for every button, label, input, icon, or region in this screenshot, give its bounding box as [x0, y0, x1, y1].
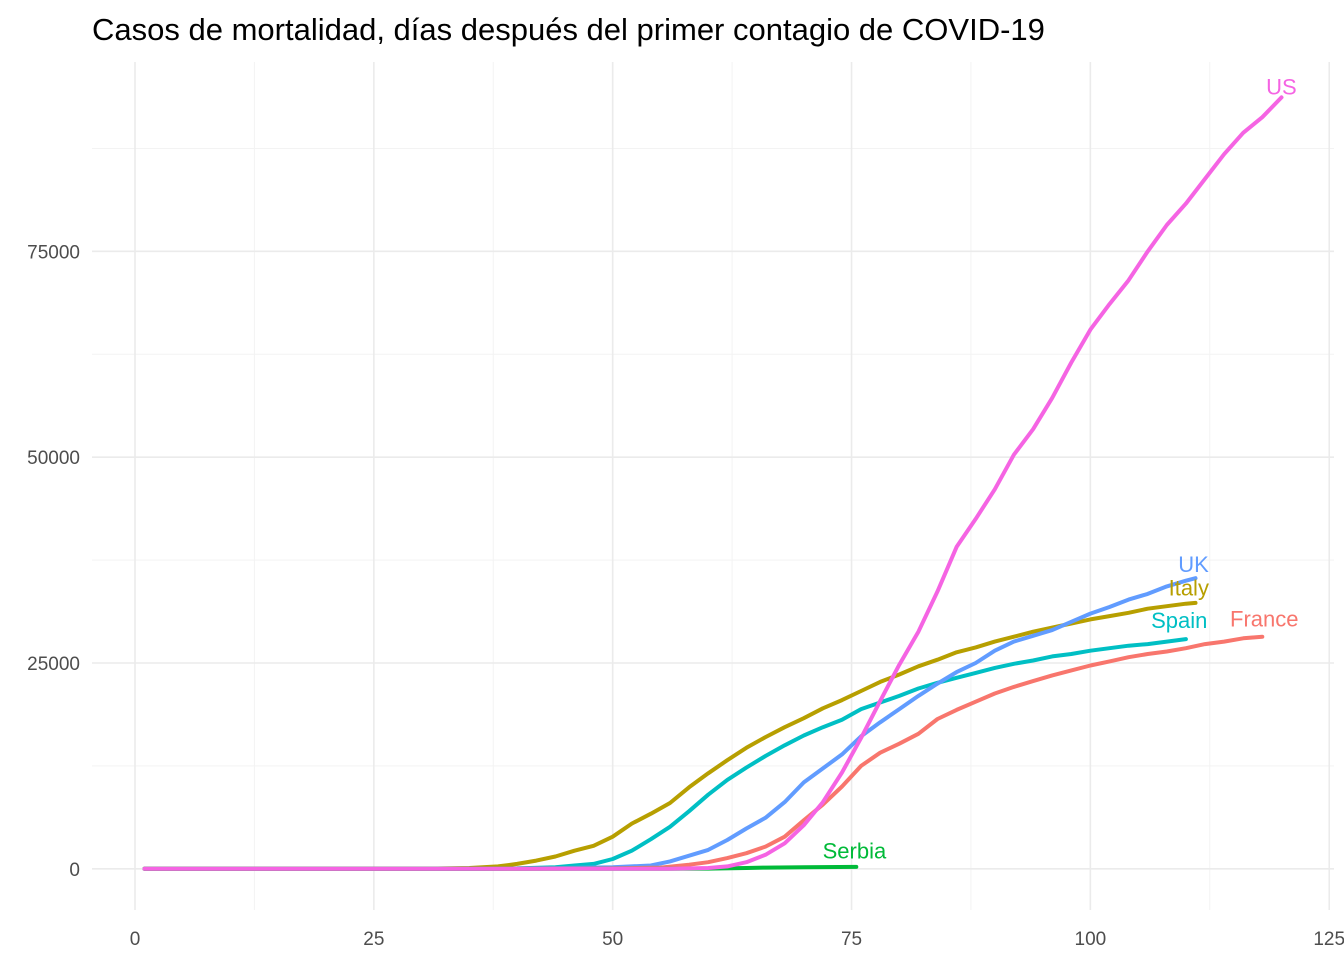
series-lines	[142, 95, 1284, 871]
x-tick-label: 25	[363, 929, 384, 950]
series-line-uk	[142, 576, 1198, 871]
series-label-france: France	[1230, 607, 1298, 632]
chart-title: Casos de mortalidad, días después del pr…	[92, 12, 1045, 47]
y-tick-label: 50000	[27, 448, 80, 469]
series-line-spain	[142, 637, 1188, 871]
x-tick-label: 125	[1313, 929, 1344, 950]
series-label-us: US	[1266, 75, 1297, 100]
series-line-italy	[142, 600, 1198, 871]
y-tick-label: 25000	[27, 654, 80, 675]
x-tick-label: 100	[1075, 929, 1107, 950]
y-tick-label: 0	[69, 860, 80, 881]
grid-lines	[92, 62, 1334, 910]
x-tick-label: 50	[602, 929, 623, 950]
series-line-us	[142, 95, 1284, 871]
series-label-uk: UK	[1178, 552, 1209, 577]
y-tick-label: 75000	[27, 242, 80, 263]
series-label-italy: Italy	[1169, 575, 1209, 600]
x-tick-label: 0	[130, 929, 141, 950]
series-label-serbia: Serbia	[823, 839, 887, 864]
axis-tick-labels: 0 25 50 75 100 125 0 25000 50000 75000	[27, 242, 1344, 950]
series-label-spain: Spain	[1151, 608, 1207, 633]
x-tick-label: 75	[841, 929, 862, 950]
series-line-france	[142, 634, 1265, 871]
